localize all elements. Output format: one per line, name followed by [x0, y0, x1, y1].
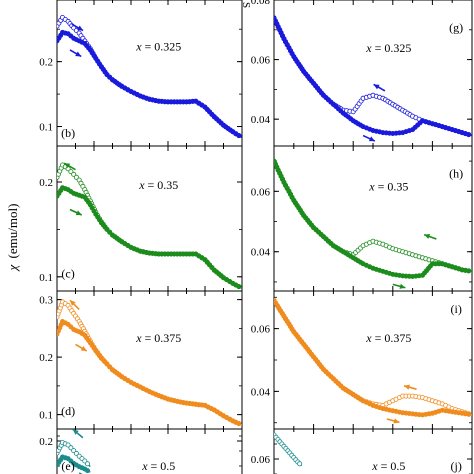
direction-arrow	[72, 429, 84, 439]
y-tick-label: 0.2	[39, 57, 53, 69]
series-line-solid	[274, 17, 472, 137]
series-line-solid	[274, 300, 472, 416]
cropped-glyph: S	[240, 2, 252, 8]
panel-g: 0.04 0.06 0.08 (g) x = 0.325	[251, 0, 473, 147]
composition-label: x = 0.325	[365, 41, 411, 55]
plot-area	[274, 432, 303, 467]
svg-text:χ (emu/mol): χ (emu/mol)	[5, 204, 20, 273]
y-tick-label: 0.04	[251, 386, 271, 398]
plot-area	[57, 162, 242, 290]
y-tick-label: 0.08	[251, 0, 271, 7]
composition-label: x = 0.35	[368, 180, 408, 194]
data-point-solid	[236, 284, 242, 290]
panel-c: 0.1 0.2 (c) x = 0.35	[39, 145, 243, 292]
y-axis-unit: (emu/mol)	[5, 204, 20, 259]
plot-area	[57, 299, 242, 427]
data-point-solid	[236, 421, 242, 427]
data-point-solid	[236, 133, 242, 139]
panel-label: (h)	[449, 167, 463, 181]
direction-arrow	[386, 418, 400, 424]
direction-arrow	[63, 162, 76, 171]
panel-label: (c)	[61, 267, 74, 281]
direction-arrow	[423, 233, 437, 240]
panel-d: 0.1 0.2 0.3 (d) x = 0.375	[39, 290, 243, 430]
data-point-solid	[466, 268, 472, 274]
panel-label: (b)	[61, 126, 75, 140]
direction-arrow	[403, 384, 417, 390]
panel-label: (e)	[61, 459, 74, 473]
plot-area	[274, 15, 472, 142]
composition-label: x = 0.5	[141, 459, 175, 473]
panel-b: 0.1 0.2 (b) x = 0.325	[39, 0, 243, 147]
data-point-solid	[101, 358, 107, 364]
plot-area	[274, 158, 472, 289]
data-point-solid	[466, 132, 472, 138]
plot-area	[274, 297, 472, 424]
panel-label: (d)	[61, 404, 75, 418]
series-line-open	[57, 300, 242, 426]
panel-j: 0.06 (j) x = 0.5	[251, 428, 473, 474]
series-line-solid	[57, 186, 242, 289]
panel-i: 0.04 0.06 (i) x = 0.375	[251, 290, 473, 430]
direction-arrow	[392, 283, 406, 289]
composition-label: x = 0.375	[135, 331, 181, 345]
plot-area	[57, 429, 91, 474]
data-point-open	[85, 461, 91, 467]
direction-arrow	[71, 23, 84, 32]
y-tick-label: 0.3	[39, 295, 53, 307]
y-tick-label: 0.06	[251, 324, 271, 336]
data-point-solid	[85, 468, 91, 474]
y-tick-label: 0.04	[251, 114, 271, 126]
direction-arrow	[69, 208, 83, 216]
data-point-solid	[107, 364, 113, 370]
direction-arrow	[69, 299, 80, 310]
series-line-open	[274, 300, 472, 416]
composition-label: x = 0.35	[138, 178, 178, 192]
composition-label: x = 0.325	[135, 40, 181, 54]
data-point-solid	[466, 411, 472, 417]
y-tick-label: 0.2	[39, 352, 53, 364]
y-tick-label: 0.04	[251, 247, 271, 259]
y-axis-symbol: χ	[5, 264, 20, 272]
panel-frame	[56, 0, 243, 147]
y-tick-label: 0.2	[39, 436, 53, 448]
direction-arrow	[69, 49, 82, 58]
y-tick-label: 0.06	[251, 55, 271, 67]
composition-label: x = 0.5	[371, 459, 405, 473]
composition-label: x = 0.375	[365, 331, 411, 345]
direction-arrow	[75, 343, 88, 352]
y-tick-label: 0.1	[39, 272, 53, 284]
panel-e: 0.2 (e) x = 0.5	[39, 428, 243, 474]
data-point-open	[297, 461, 303, 467]
direction-arrow	[373, 83, 386, 92]
y-tick-label: 0.2	[39, 177, 53, 189]
data-point-solid	[107, 229, 113, 235]
y-tick-label: 0.06	[251, 454, 271, 466]
y-tick-label: 0.06	[251, 186, 271, 198]
y-tick-label: 0.1	[39, 122, 53, 134]
panel-h: 0.04 0.06 (h) x = 0.35	[251, 145, 473, 292]
y-tick-label: 0.1	[39, 410, 53, 422]
panel-label: (g)	[449, 21, 463, 35]
y-axis-title: χ (emu/mol)	[5, 204, 20, 273]
plot-area	[57, 14, 242, 139]
direction-arrow	[362, 134, 376, 142]
panel-label: (j)	[450, 459, 461, 473]
series-line-open	[274, 17, 472, 137]
panels: 0.1 0.2 (b) x = 0.325 0.04 0.06 0.08 (g) x = 0.3…	[39, 0, 473, 474]
panel-label: (i)	[450, 302, 461, 316]
